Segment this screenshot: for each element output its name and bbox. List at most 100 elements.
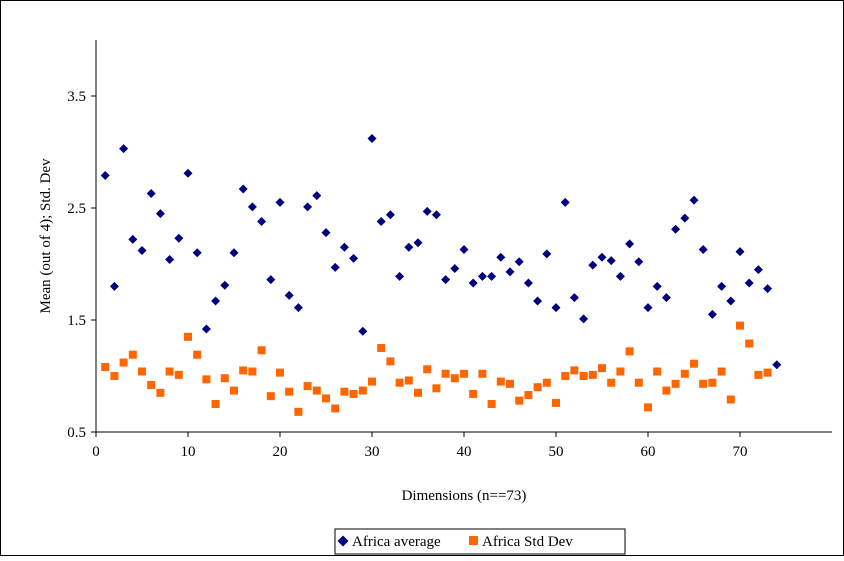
data-point-std-dev [432, 384, 441, 393]
data-point-average [266, 275, 276, 285]
data-point-std-dev [561, 372, 570, 380]
data-point-std-dev [174, 370, 183, 379]
data-point-std-dev [662, 386, 671, 395]
data-point-std-dev [285, 387, 294, 396]
data-point-std-dev [220, 374, 229, 383]
data-point-std-dev [745, 339, 754, 348]
data-point-average [726, 296, 736, 306]
data-point-std-dev [349, 389, 358, 398]
data-point-average [413, 238, 423, 248]
data-point-average [459, 244, 469, 254]
data-point-average [514, 257, 524, 267]
data-point-std-dev [754, 370, 763, 379]
x-tick-label: 40 [457, 444, 472, 460]
data-point-average [257, 216, 267, 226]
data-point-std-dev [230, 386, 238, 395]
data-point-std-dev [625, 347, 634, 356]
data-point-std-dev [450, 374, 459, 383]
legend-label-africa-average: Africa average [352, 534, 441, 550]
data-point-average [468, 278, 478, 288]
data-point-std-dev [386, 357, 395, 366]
data-point-std-dev [276, 368, 284, 377]
data-point-average [551, 303, 561, 313]
data-point-average [441, 275, 451, 285]
data-point-average [753, 265, 763, 275]
legend-label-africa-std-dev: Africa Std Dev [482, 534, 573, 550]
data-point-std-dev [368, 377, 376, 386]
data-point-std-dev [598, 364, 606, 373]
data-point-average [284, 290, 294, 300]
axis-ticks: 0 10 20 30 40 50 60 70 0.5 1.5 2.5 3.5 [67, 89, 747, 460]
data-point-average [615, 271, 625, 281]
data-point-average [146, 188, 156, 198]
data-point-average [109, 281, 119, 291]
data-point-average [431, 210, 441, 220]
data-point-std-dev [312, 386, 321, 395]
data-marks [100, 134, 782, 416]
data-point-std-dev [119, 358, 128, 367]
data-point-std-dev [478, 369, 487, 378]
data-point-average [606, 256, 616, 266]
series-africa-average [100, 134, 782, 370]
data-point-average [312, 191, 322, 201]
legend-box [334, 528, 626, 555]
y-tick-label: 2.5 [67, 201, 86, 217]
data-point-average [330, 262, 340, 272]
y-tick-label: 3.5 [67, 89, 86, 105]
x-tick-label: 30 [365, 444, 380, 460]
data-point-std-dev [671, 379, 680, 388]
data-point-std-dev [423, 365, 432, 374]
data-point-average [560, 197, 570, 207]
data-point-std-dev [303, 382, 312, 391]
data-point-average [275, 197, 285, 207]
data-point-average [321, 228, 331, 238]
data-point-std-dev [101, 363, 110, 372]
data-point-std-dev [763, 368, 772, 377]
data-point-average [542, 249, 552, 259]
data-point-std-dev [552, 398, 560, 407]
data-point-std-dev [460, 369, 468, 378]
data-point-average [652, 281, 662, 291]
data-point-average [376, 216, 386, 226]
x-tick-label: 60 [641, 444, 656, 460]
data-point-average [303, 202, 313, 212]
data-point-average [477, 271, 487, 281]
data-point-average [229, 248, 239, 258]
y-tick-label: 1.5 [67, 313, 86, 329]
data-point-average [717, 281, 727, 291]
y-tick-label: 0.5 [67, 425, 86, 441]
data-point-average [385, 210, 395, 220]
data-point-std-dev [653, 367, 662, 376]
data-point-std-dev [441, 369, 450, 378]
data-point-average [395, 271, 405, 281]
data-point-std-dev [193, 350, 202, 359]
data-point-std-dev [588, 370, 597, 379]
data-point-std-dev [377, 344, 386, 352]
data-point-std-dev [469, 389, 478, 398]
data-point-average [349, 253, 359, 263]
x-tick-label: 10 [181, 444, 196, 460]
data-point-std-dev [358, 386, 367, 395]
series-africa-std-dev [101, 321, 772, 416]
data-point-average [183, 168, 193, 178]
data-point-average [220, 280, 230, 290]
data-point-std-dev [524, 391, 533, 400]
data-point-std-dev [690, 359, 698, 368]
y-axis-title: Mean (out of 4); Std. Dev [38, 158, 54, 313]
data-point-average [358, 326, 368, 336]
data-point-average [689, 195, 699, 205]
data-point-std-dev [184, 332, 192, 341]
legend-marker-africa-average [337, 535, 349, 547]
data-point-average [404, 242, 414, 252]
x-tick-label: 0 [92, 444, 100, 460]
data-point-average [735, 247, 745, 257]
data-point-std-dev [138, 367, 146, 376]
data-point-average [523, 278, 533, 288]
data-point-std-dev [248, 367, 257, 376]
data-point-std-dev [239, 366, 248, 375]
data-point-std-dev [708, 378, 717, 387]
data-point-std-dev [266, 392, 275, 401]
